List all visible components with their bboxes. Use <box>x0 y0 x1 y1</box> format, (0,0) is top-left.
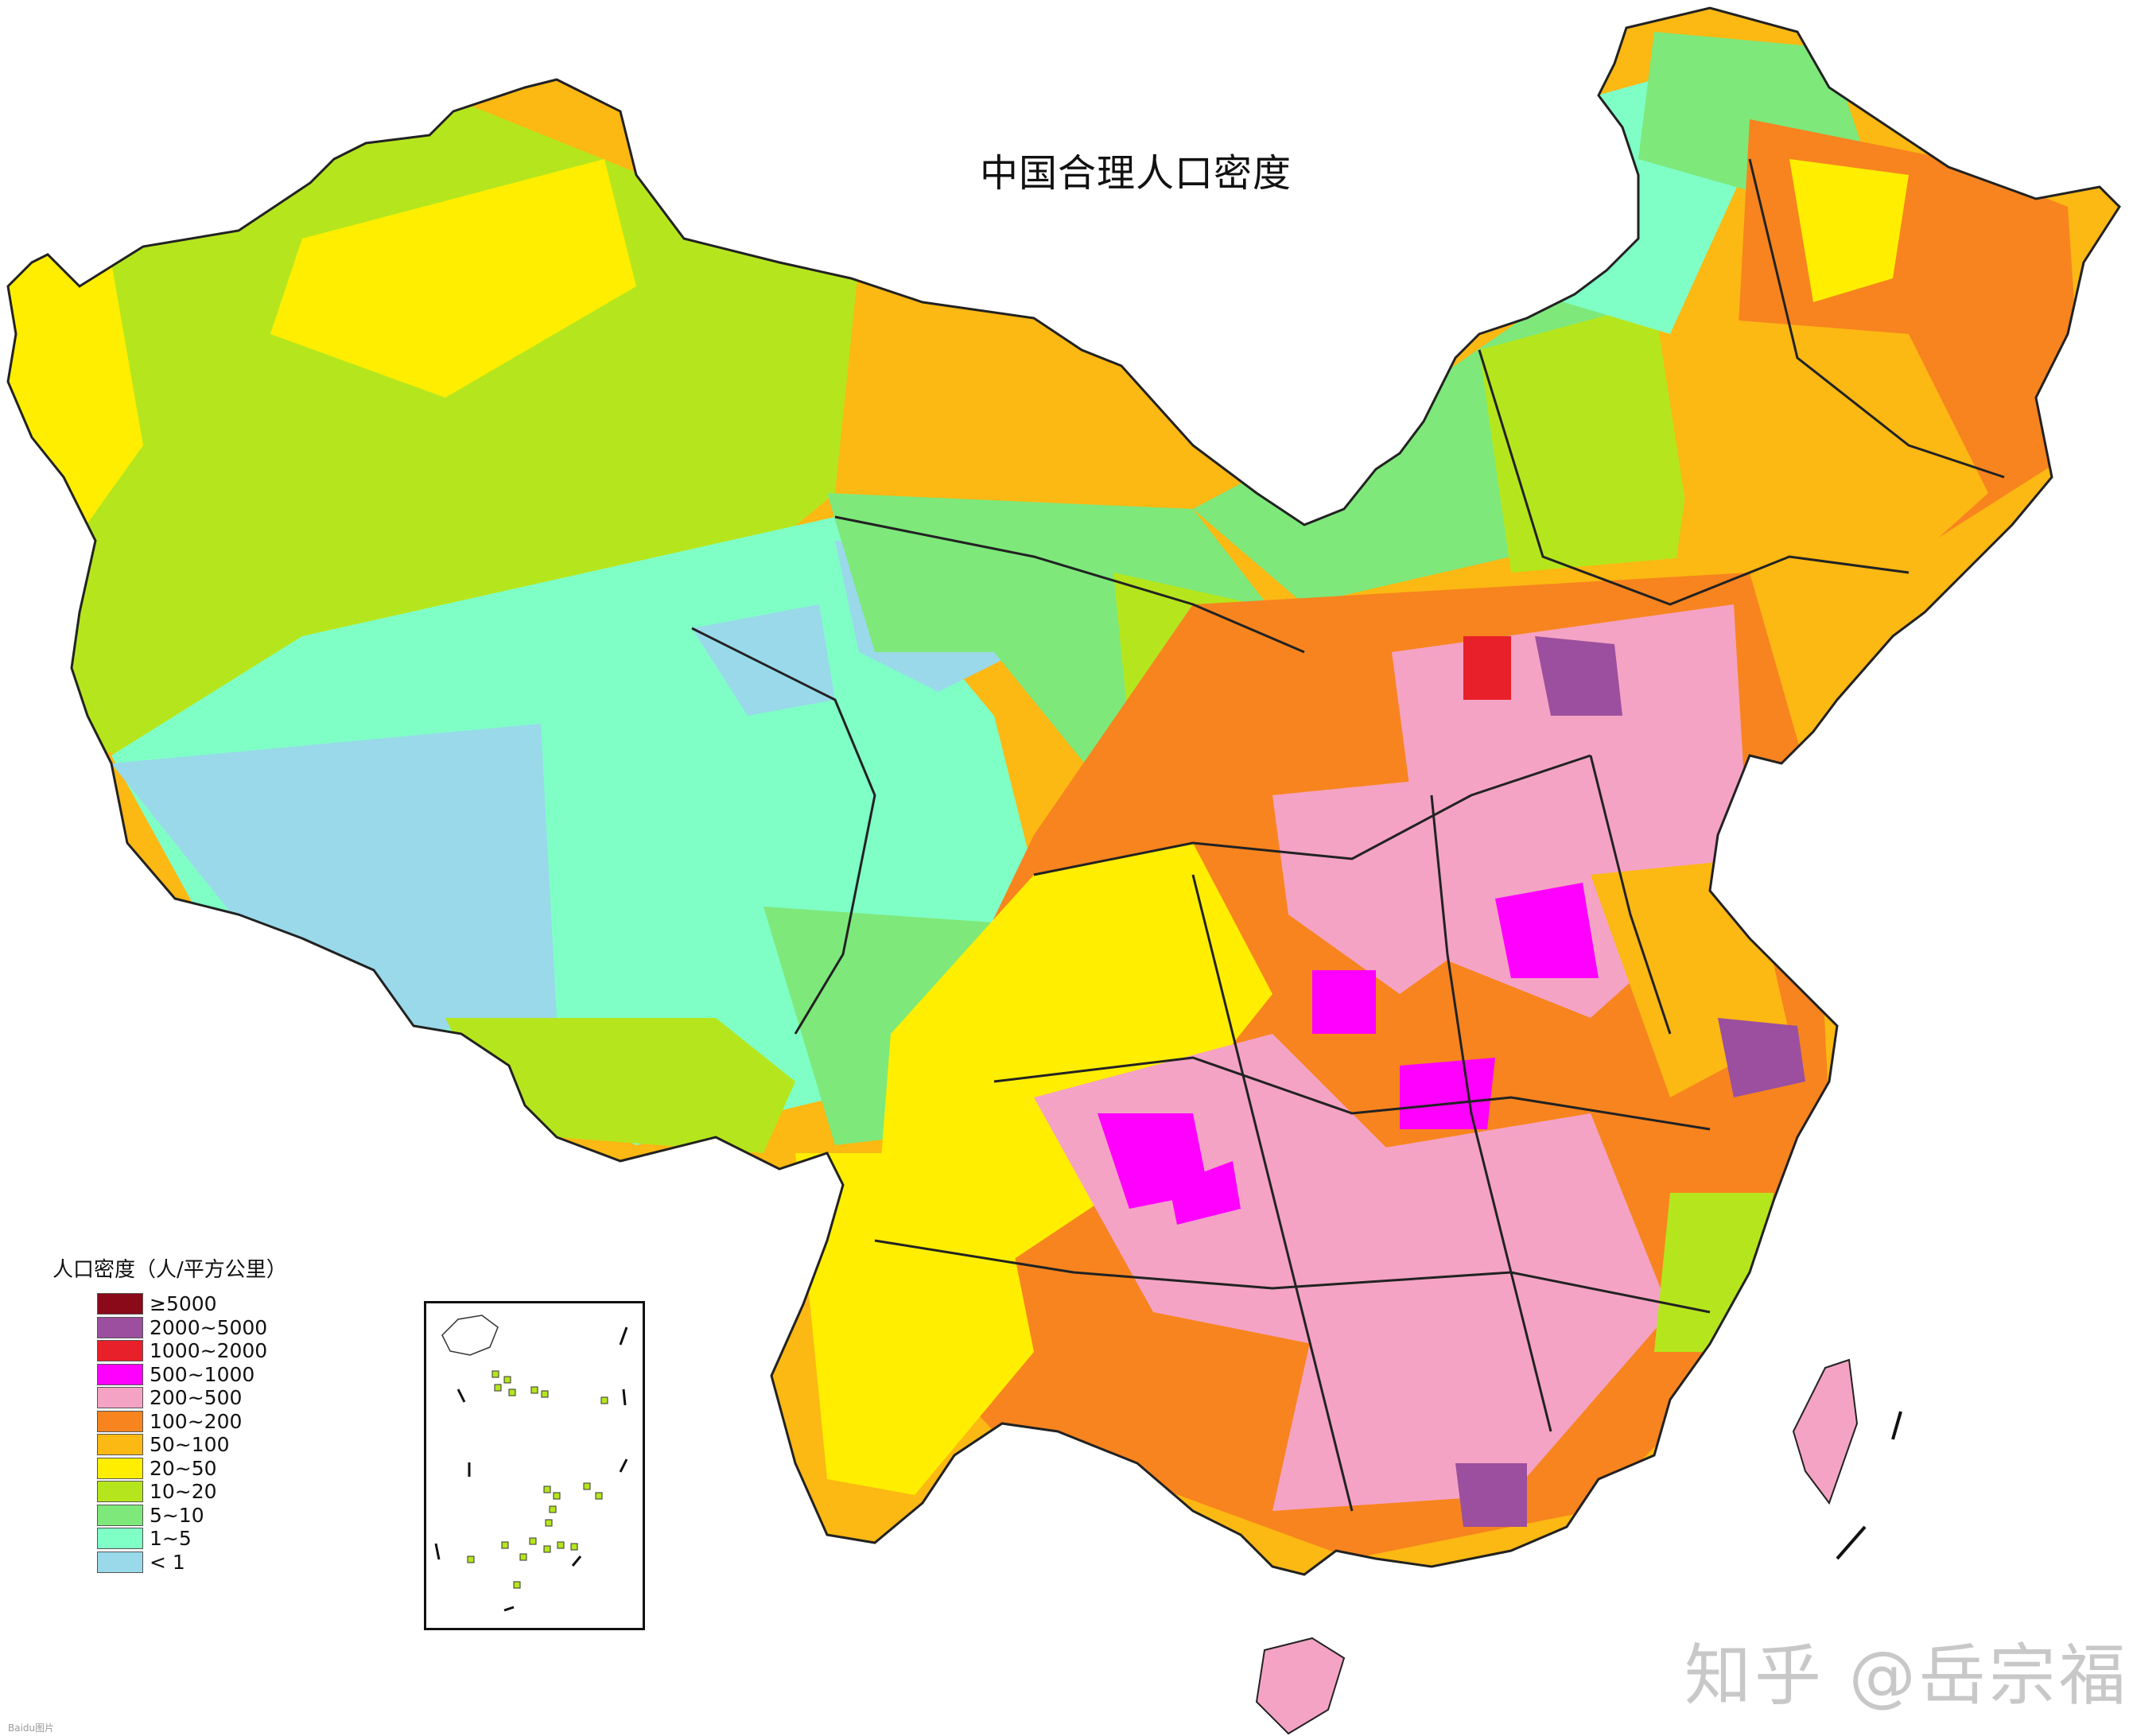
density-fill <box>8 8 2119 1575</box>
legend-item: ≥5000 <box>97 1292 287 1316</box>
south-china-sea-inset <box>424 1301 645 1630</box>
legend-label: 200~500 <box>150 1386 243 1410</box>
legend-label: 2000~5000 <box>150 1315 268 1339</box>
legend-swatch <box>97 1293 143 1315</box>
watermark: 知乎 @岳宗福 <box>1684 1637 2129 1715</box>
legend-swatch <box>97 1387 143 1409</box>
legend-label: 5~10 <box>150 1503 204 1527</box>
legend-item: 200~500 <box>97 1386 287 1410</box>
legend-swatch <box>97 1363 143 1385</box>
legend-item: < 1 <box>97 1551 287 1575</box>
legend-label: 50~100 <box>150 1433 230 1457</box>
legend-item: 500~1000 <box>97 1363 287 1387</box>
legend: 人口密度（人/平方公里） ≥5000 2000~5000 1000~2000 500~… <box>52 1253 287 1574</box>
legend-swatch <box>97 1504 143 1526</box>
legend-item: 100~200 <box>97 1410 287 1434</box>
legend-swatch <box>97 1551 143 1573</box>
legend-label: 1~5 <box>150 1527 192 1551</box>
inset-map <box>434 1315 628 1612</box>
legend-item: 2000~5000 <box>97 1316 287 1340</box>
legend-title: 人口密度（人/平方公里） <box>52 1258 287 1282</box>
legend-swatch <box>97 1481 143 1503</box>
legend-item: 50~100 <box>97 1433 287 1457</box>
legend-swatch <box>97 1457 143 1479</box>
legend-label: 1000~2000 <box>150 1339 268 1363</box>
legend-swatch <box>97 1434 143 1456</box>
legend-swatch <box>97 1528 143 1550</box>
legend-swatch <box>97 1316 143 1338</box>
legend-item: 1000~2000 <box>97 1339 287 1363</box>
map-title: 中国合理人口密度 <box>980 151 1292 196</box>
legend-rows: ≥5000 2000~5000 1000~2000 500~1000 200~500 10… <box>52 1292 287 1574</box>
legend-label: 20~50 <box>150 1456 217 1480</box>
legend-item: 1~5 <box>97 1527 287 1551</box>
legend-item: 5~10 <box>97 1504 287 1528</box>
legend-label: 10~20 <box>150 1480 217 1504</box>
legend-item: 10~20 <box>97 1480 287 1504</box>
legend-label: 100~200 <box>150 1409 243 1433</box>
legend-swatch <box>97 1340 143 1362</box>
corner-mark: Baidu图片 <box>8 1722 55 1734</box>
legend-item: 20~50 <box>97 1457 287 1481</box>
legend-label: ≥5000 <box>150 1292 217 1316</box>
legend-label: 500~1000 <box>150 1362 255 1386</box>
legend-label: < 1 <box>150 1550 185 1574</box>
legend-swatch <box>97 1410 143 1432</box>
province-lines <box>691 158 2005 1512</box>
